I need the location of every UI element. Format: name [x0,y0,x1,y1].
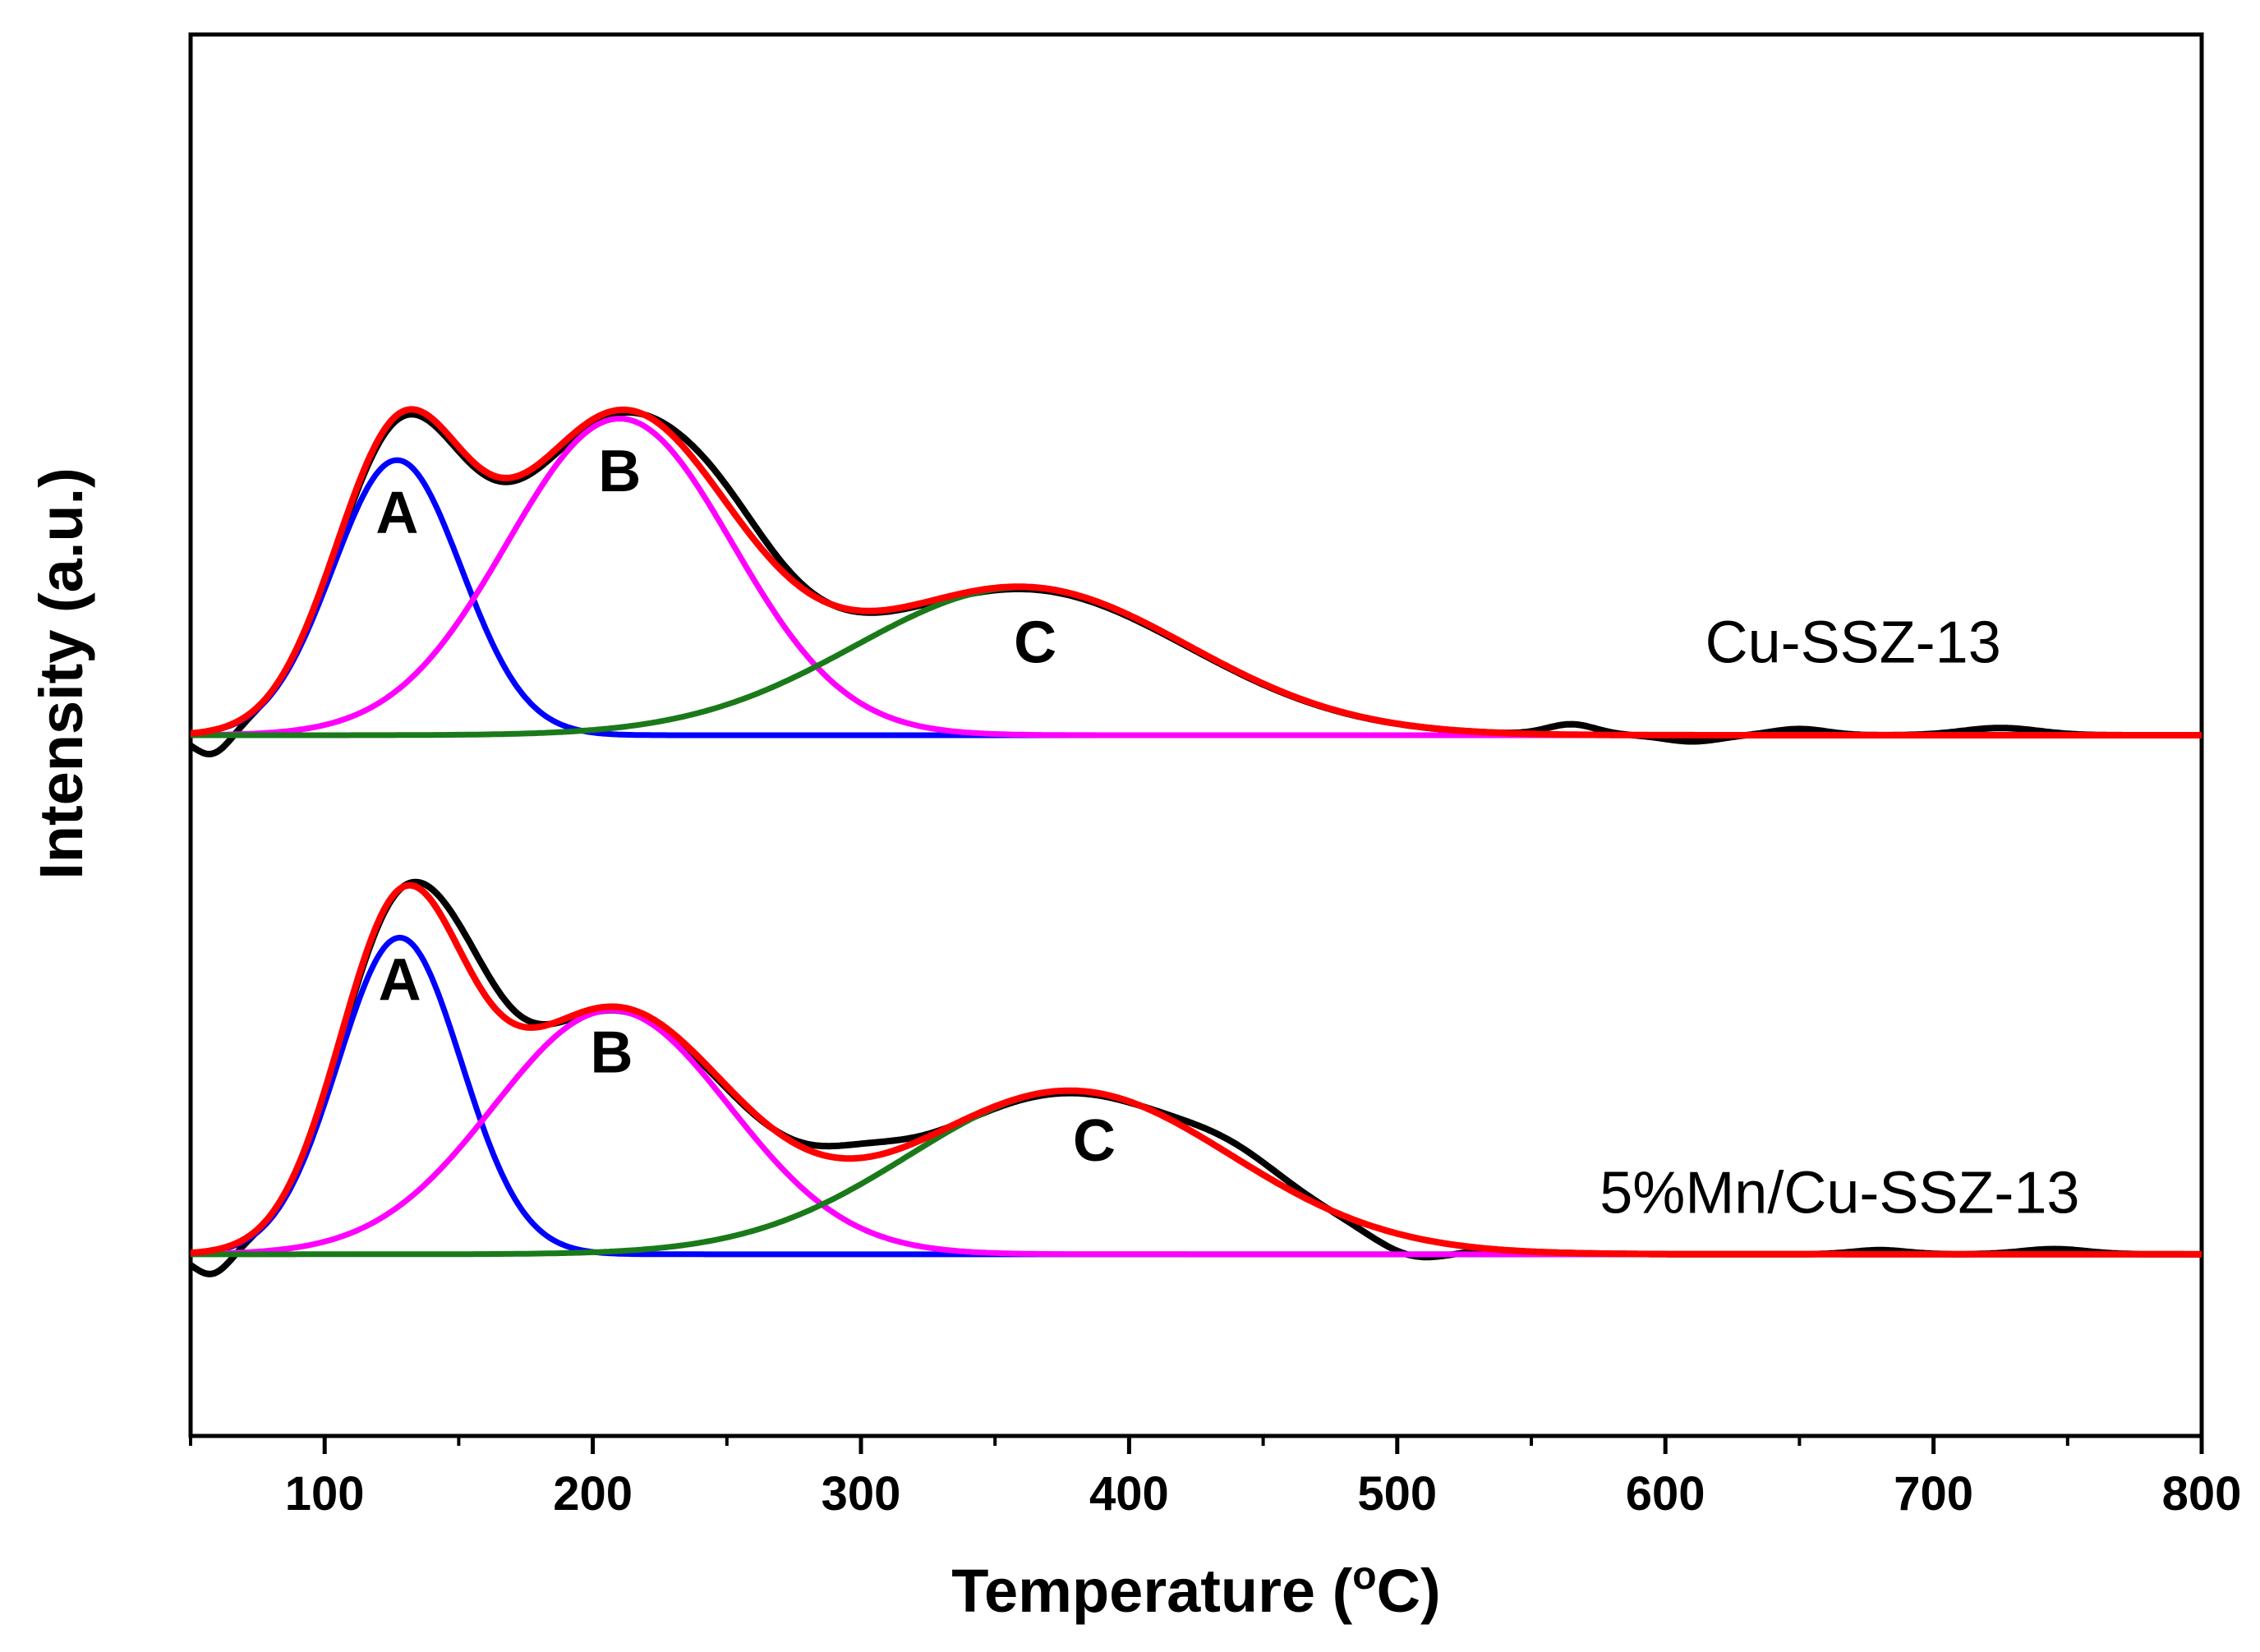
panel-2-sample-label: 5%Mn/Cu-SSZ-13 [1599,1160,2079,1226]
panel-1-peak-a-curve [191,457,2202,739]
x-tick-label: 500 [1357,1467,1437,1521]
panel-2-peak-a-label: A [379,947,421,1013]
curves-group [191,406,2202,1277]
panel-1-peak-b-label: B [598,439,641,504]
x-tick-label: 200 [553,1467,633,1521]
y-axis-title: Intensity (a.u.) [27,467,95,880]
panel-1-peak-a-label: A [375,481,418,546]
x-tick-label: 100 [285,1467,365,1521]
x-axis-title-main: Temperature ( [951,1557,1352,1625]
x-axis-title-degree: o [1352,1554,1376,1598]
x-axis: 100 200 300 400 500 600 700 800 [189,1436,2242,1521]
panel-2-peak-c-label: C [1073,1108,1116,1174]
panel-1-fit-curve [191,406,2202,739]
x-axis-title: Temperature (oC) [951,1554,1440,1625]
panel-1-peak-b-curve [191,416,2202,739]
panel-1-sample-label: Cu-SSZ-13 [1705,610,2001,676]
x-tick-label: 300 [822,1467,901,1521]
x-tick-label: 600 [1626,1467,1705,1521]
panel-1-measured-curve [191,409,2202,757]
panel-1-peak-c-label: C [1014,610,1056,676]
x-tick-label: 700 [1894,1467,1973,1521]
x-tick-label: 400 [1089,1467,1169,1521]
x-axis-title-unit: C) [1377,1557,1441,1625]
panel-2-peak-b-label: B [590,1020,633,1086]
panel-2-fit-curve [191,881,2202,1258]
x-tick-label: 800 [2162,1467,2242,1521]
panel-2-measured-curve [191,878,2202,1277]
